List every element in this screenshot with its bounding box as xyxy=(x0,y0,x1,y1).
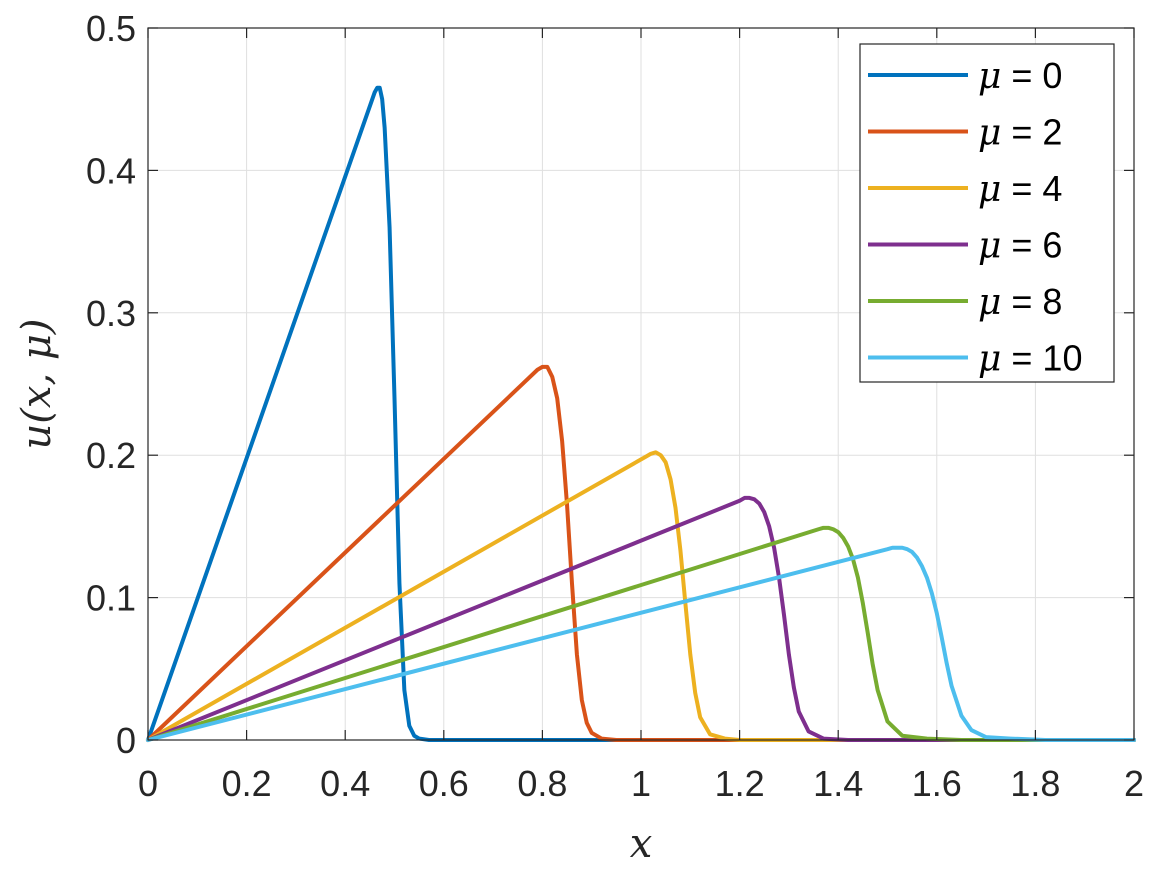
legend-box xyxy=(859,43,1115,383)
y-tick-label: 0.4 xyxy=(86,150,136,191)
series-line-5 xyxy=(146,545,1136,742)
y-tick-label: 0.3 xyxy=(86,293,136,334)
legend-label: μ = 6 xyxy=(978,225,1062,267)
x-tick-label: 2 xyxy=(1124,763,1144,804)
y-tick-label: 0.2 xyxy=(86,435,136,476)
legend-label: μ = 2 xyxy=(978,112,1062,154)
x-axis-label: x xyxy=(630,821,653,867)
x-tick-label: 0 xyxy=(138,763,158,804)
x-tick-label: 0.6 xyxy=(419,763,469,804)
series-line-1 xyxy=(146,364,1136,742)
y-tick-label: 0 xyxy=(116,720,136,761)
series-lines xyxy=(146,85,1136,742)
x-tick-label: 0.2 xyxy=(222,763,272,804)
series-line-2 xyxy=(146,450,1136,742)
series-line-0 xyxy=(146,85,1136,742)
x-tick-label: 0.8 xyxy=(517,763,567,804)
y-tick-label: 0.5 xyxy=(86,8,136,49)
tick-labels: 0 0.2 0.4 0.6 0.8 1 1.2 1.4 1.6 1.8 2 0 0.1 0.2 0.3 0.4… xyxy=(86,8,1144,804)
legend-label: μ = 8 xyxy=(978,281,1062,323)
legend-label: μ = 4 xyxy=(978,168,1062,210)
y-axis-label: u(x, μ) xyxy=(14,319,60,450)
x-tick-label: 0.4 xyxy=(320,763,370,804)
series-line-3 xyxy=(146,495,1136,742)
legend-label: μ = 10 xyxy=(978,338,1082,380)
x-tick-label: 1 xyxy=(631,763,651,804)
x-tick-label: 1.2 xyxy=(715,763,765,804)
series-line-4 xyxy=(146,525,1136,742)
y-tick-label: 0.1 xyxy=(86,578,136,619)
x-tick-label: 1.8 xyxy=(1010,763,1060,804)
axis-ticks xyxy=(147,27,1135,741)
legend-label: μ = 0 xyxy=(978,55,1062,97)
x-tick-label: 1.6 xyxy=(912,763,962,804)
x-tick-label: 1.4 xyxy=(813,763,863,804)
legend: μ = 0 μ = 2 μ = 4 μ = 6 μ = 8 μ = 10 xyxy=(859,43,1115,383)
